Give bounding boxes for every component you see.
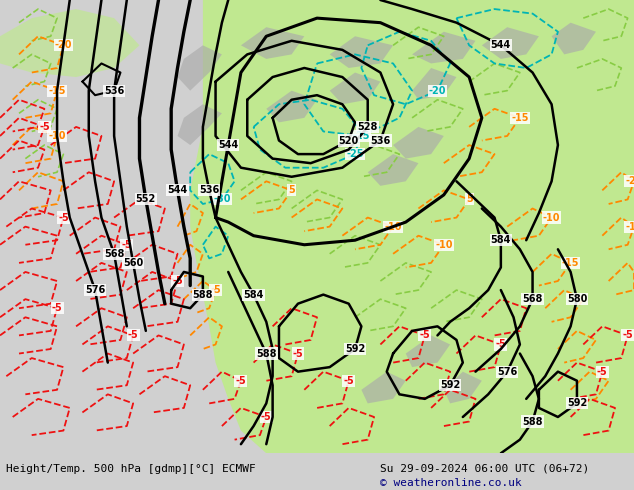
Polygon shape — [0, 9, 139, 77]
Text: -20: -20 — [625, 176, 634, 186]
Text: © weatheronline.co.uk: © weatheronline.co.uk — [380, 478, 522, 488]
Text: 520: 520 — [339, 136, 359, 146]
Text: Height/Temp. 500 hPa [gdmp][°C] ECMWF: Height/Temp. 500 hPa [gdmp][°C] ECMWF — [6, 464, 256, 473]
Text: -5: -5 — [261, 412, 271, 422]
Text: 592: 592 — [440, 380, 460, 390]
Text: 584: 584 — [491, 235, 511, 245]
Text: 576: 576 — [85, 285, 105, 295]
Text: -20: -20 — [429, 86, 446, 96]
Text: -10: -10 — [543, 213, 560, 222]
Text: -5: -5 — [623, 330, 633, 341]
Text: -15: -15 — [48, 86, 66, 96]
Polygon shape — [482, 27, 539, 59]
Polygon shape — [393, 127, 444, 159]
Text: -5: -5 — [597, 367, 607, 377]
Polygon shape — [412, 32, 476, 63]
Text: -5: -5 — [420, 330, 430, 341]
Text: 5: 5 — [466, 195, 472, 204]
Text: 588: 588 — [256, 348, 276, 359]
Text: -5: -5 — [293, 348, 303, 359]
Polygon shape — [368, 154, 418, 186]
Polygon shape — [444, 371, 482, 403]
Text: 576: 576 — [497, 367, 517, 377]
Text: -20: -20 — [55, 40, 72, 50]
Polygon shape — [406, 335, 450, 367]
Text: -10: -10 — [435, 240, 453, 250]
Text: 592: 592 — [345, 344, 365, 354]
Text: 588: 588 — [193, 290, 213, 299]
Polygon shape — [190, 0, 634, 453]
Text: 536: 536 — [199, 185, 219, 196]
Text: -5: -5 — [122, 240, 132, 250]
Text: 528: 528 — [358, 122, 378, 132]
Text: Su 29-09-2024 06:00 UTC (06+72): Su 29-09-2024 06:00 UTC (06+72) — [380, 464, 590, 473]
Text: 544: 544 — [167, 185, 188, 196]
Polygon shape — [361, 371, 406, 403]
Text: -15: -15 — [511, 113, 529, 123]
Polygon shape — [178, 46, 222, 91]
Text: -25: -25 — [346, 149, 364, 159]
Text: 580: 580 — [567, 294, 587, 304]
Text: 5: 5 — [288, 185, 295, 196]
Text: -5: -5 — [39, 122, 49, 132]
Text: -5: -5 — [210, 285, 221, 295]
Text: 568: 568 — [522, 294, 543, 304]
Text: -5: -5 — [172, 276, 183, 286]
Text: 584: 584 — [243, 290, 264, 299]
Polygon shape — [330, 36, 393, 68]
Polygon shape — [412, 68, 456, 100]
Text: -10: -10 — [384, 221, 402, 232]
Text: 592: 592 — [567, 398, 587, 408]
Text: -5: -5 — [58, 213, 68, 222]
Text: -5: -5 — [344, 376, 354, 386]
Polygon shape — [241, 27, 304, 59]
Polygon shape — [552, 23, 596, 54]
Text: -15: -15 — [625, 221, 634, 232]
Text: -10: -10 — [48, 131, 66, 141]
Text: -5: -5 — [236, 376, 246, 386]
Text: 544: 544 — [218, 140, 238, 150]
Polygon shape — [178, 104, 222, 145]
Text: -25: -25 — [353, 131, 370, 141]
Text: 536: 536 — [370, 136, 391, 146]
Polygon shape — [266, 91, 317, 122]
Text: 568: 568 — [104, 249, 124, 259]
Text: 560: 560 — [123, 258, 143, 268]
Text: -5: -5 — [496, 340, 506, 349]
Text: -5: -5 — [128, 330, 138, 341]
Text: 552: 552 — [136, 195, 156, 204]
Text: -30: -30 — [213, 195, 231, 204]
Text: 544: 544 — [491, 40, 511, 50]
Text: 588: 588 — [522, 416, 543, 426]
Text: -15: -15 — [562, 258, 579, 268]
Polygon shape — [330, 73, 380, 104]
Text: 536: 536 — [104, 86, 124, 96]
Text: -5: -5 — [52, 303, 62, 313]
